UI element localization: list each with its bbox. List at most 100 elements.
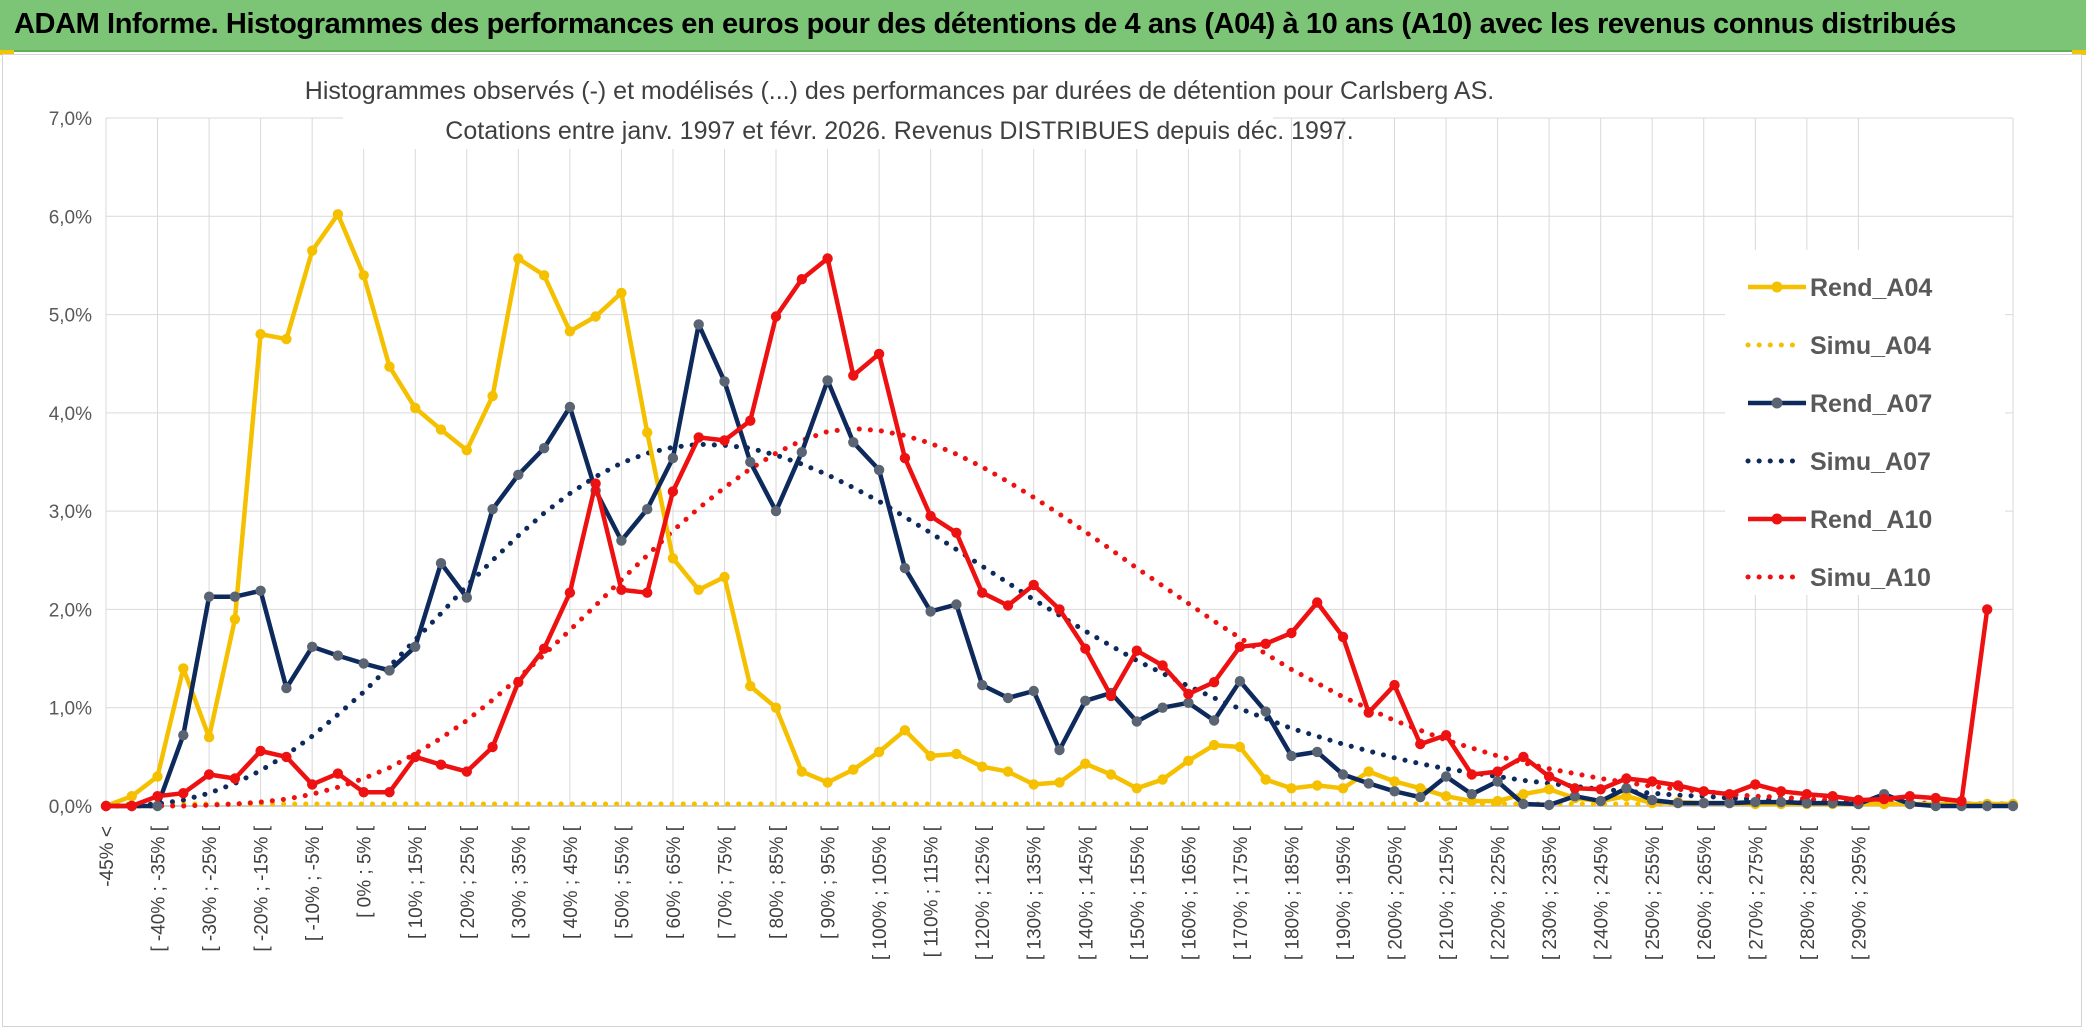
data-point-rend-a04 — [1028, 779, 1039, 790]
data-point-rend-a04 — [410, 402, 421, 414]
legend-label-simu-a07: Simu_A07 — [1810, 448, 1931, 476]
data-point-rend-a07 — [1569, 791, 1581, 802]
data-point-rend-a07 — [513, 469, 524, 480]
data-point-rend-a04 — [1157, 774, 1168, 785]
data-point-rend-a07 — [229, 591, 241, 602]
data-point-rend-a04 — [1260, 774, 1271, 785]
data-point-rend-a07 — [1672, 797, 1684, 809]
grid — [105, 117, 2014, 807]
x-tick-label: [ 90% ; 95% [ — [819, 825, 840, 939]
data-point-rend-a04 — [152, 771, 163, 782]
data-point-rend-a04 — [977, 761, 988, 772]
data-point-rend-a10 — [642, 587, 653, 598]
data-point-rend-a04 — [1543, 784, 1555, 795]
data-point-rend-a07 — [358, 658, 369, 669]
x-tick-label: [ 20% ; 25% [ — [458, 825, 479, 939]
data-point-rend-a10 — [1260, 638, 1271, 649]
data-point-rend-a07 — [719, 376, 730, 387]
data-point-rend-a07 — [1131, 716, 1143, 727]
data-point-rend-a07 — [1208, 715, 1220, 726]
data-point-rend-a07 — [1054, 744, 1065, 756]
data-point-rend-a04 — [745, 680, 756, 692]
data-point-rend-a10 — [538, 643, 550, 654]
data-point-rend-a10 — [719, 435, 730, 446]
data-point-rend-a10 — [1286, 627, 1297, 639]
data-point-rend-a10 — [590, 478, 601, 489]
x-tick-label: [ -10% ; -5% [ — [303, 825, 324, 941]
data-point-rend-a07 — [1080, 695, 1091, 706]
data-point-rend-a10 — [1337, 631, 1349, 643]
data-point-rend-a10 — [1853, 794, 1864, 806]
data-point-rend-a07 — [977, 679, 988, 691]
data-point-rend-a07 — [1750, 796, 1761, 808]
data-point-rend-a10 — [1698, 786, 1710, 797]
data-point-rend-a04 — [332, 209, 344, 220]
data-point-rend-a10 — [178, 788, 189, 799]
legend: Rend_A04 Simu_A04 Rend_A07 Simu_A07 Rend_A10… — [1725, 250, 2005, 595]
data-point-rend-a07 — [384, 665, 395, 676]
data-point-rend-a10 — [745, 415, 756, 426]
x-tick-label: [ 130% ; 135% [ — [1025, 825, 1046, 960]
legend-marker-rend-a10 — [1771, 513, 1783, 525]
data-point-rend-a10 — [410, 751, 421, 763]
data-point-rend-a04 — [667, 553, 679, 564]
data-point-rend-a04 — [1363, 766, 1374, 777]
data-point-rend-a10 — [564, 587, 576, 598]
data-point-rend-a07 — [152, 800, 163, 812]
series-line-simu-a07 — [103, 441, 2016, 809]
data-point-rend-a07 — [848, 437, 859, 448]
x-tick-label: [ 110% ; 115% [ — [922, 825, 943, 957]
data-point-rend-a10 — [1440, 730, 1452, 741]
data-point-rend-a07 — [1466, 789, 1478, 800]
data-point-rend-a07 — [1698, 797, 1710, 809]
x-tick-label: [ 140% ; 145% [ — [1076, 825, 1097, 960]
data-point-rend-a10 — [1569, 783, 1581, 794]
data-point-rend-a07 — [461, 592, 472, 603]
data-point-rend-a07 — [1930, 800, 1941, 812]
data-point-rend-a10 — [977, 587, 988, 598]
data-point-rend-a07 — [1389, 786, 1400, 797]
data-point-rend-a07 — [1621, 783, 1632, 794]
data-point-rend-a04 — [1440, 791, 1452, 802]
data-point-rend-a10 — [1982, 604, 1993, 615]
x-tick-label: [ 250% ; 255% [ — [1643, 825, 1664, 960]
data-point-rend-a07 — [1492, 776, 1503, 787]
data-point-rend-a10 — [203, 769, 215, 780]
data-point-rend-a10 — [1054, 604, 1065, 615]
data-point-rend-a07 — [745, 456, 756, 468]
data-point-rend-a04 — [1621, 791, 1632, 802]
data-point-rend-a10 — [616, 584, 627, 595]
data-point-rend-a07 — [1440, 771, 1452, 782]
data-point-rend-a04 — [770, 702, 782, 713]
data-point-rend-a04 — [1286, 783, 1297, 794]
x-tick-label: [ 100% ; 105% [ — [870, 825, 891, 960]
data-point-rend-a10 — [1878, 793, 1890, 805]
x-tick-label: -45% < — [97, 826, 118, 887]
data-point-rend-a07 — [873, 464, 885, 476]
x-tick-label: [ 70% ; 75% [ — [715, 825, 736, 939]
data-point-rend-a10 — [1621, 773, 1632, 784]
y-tick-label: 7,0% — [49, 109, 92, 130]
data-point-rend-a10 — [307, 779, 318, 790]
x-tick-label: [ -20% ; -15% [ — [252, 825, 273, 951]
data-point-rend-a10 — [873, 348, 885, 360]
data-point-rend-a07 — [1904, 798, 1916, 810]
x-tick-label: [ 280% ; 285% [ — [1798, 825, 1819, 960]
legend-label-rend-a07: Rend_A07 — [1810, 390, 1932, 418]
y-tick-label: 1,0% — [49, 699, 92, 720]
data-point-rend-a07 — [1801, 797, 1813, 809]
data-point-rend-a10 — [229, 773, 241, 784]
data-point-rend-a07 — [1647, 794, 1658, 806]
data-point-rend-a04 — [281, 333, 292, 345]
data-point-rend-a04 — [1183, 755, 1194, 766]
x-tick-label: [ 230% ; 235% [ — [1540, 825, 1561, 960]
data-point-rend-a04 — [358, 270, 369, 281]
y-axis-ticks: 0,0% 1,0% 2,0% 3,0% 4,0% 5,0% 6,0% 7,0% — [49, 109, 92, 818]
data-point-rend-a10 — [1131, 645, 1143, 656]
data-point-rend-a07 — [796, 447, 807, 458]
data-point-rend-a04 — [873, 746, 885, 758]
data-point-rend-a04 — [1492, 795, 1503, 807]
data-point-rend-a10 — [126, 800, 137, 812]
histogram-chart: 0,0% 1,0% 2,0% 3,0% 4,0% 5,0% 6,0% 7,0% -45% < [… — [49, 71, 2019, 960]
data-point-rend-a10 — [1492, 766, 1503, 777]
